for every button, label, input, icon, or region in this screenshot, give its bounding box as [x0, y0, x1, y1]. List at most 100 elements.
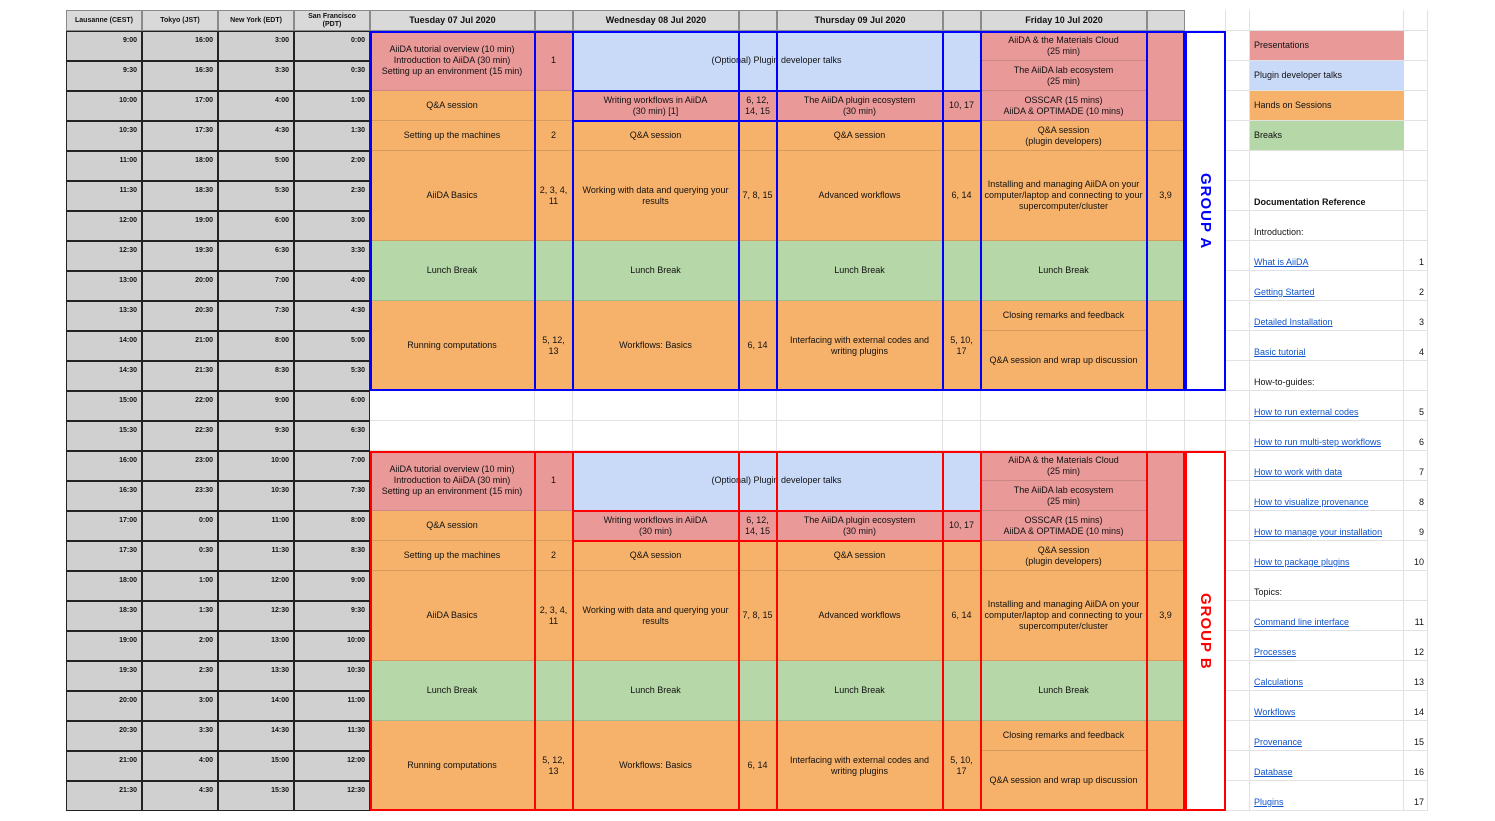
time-cell: 2:00: [142, 631, 218, 661]
session-cell: Working with data and querying your resu…: [573, 571, 739, 661]
doc-ref-number: 6: [1418, 437, 1424, 447]
doc-link[interactable]: Calculations: [1254, 677, 1304, 687]
time-cell: 19:00: [66, 631, 142, 661]
grid-cell: [1250, 151, 1404, 181]
doc-ref-cell: 6, 12, 14, 15: [739, 511, 777, 541]
time-cell: 19:30: [66, 661, 142, 691]
doc-link[interactable]: Command line interface: [1254, 617, 1350, 627]
time-cell: 5:00: [294, 331, 370, 361]
time-cell: 4:00: [294, 271, 370, 301]
doc-link[interactable]: How to run multi-step workflows: [1254, 437, 1382, 447]
time-cell: 3:30: [294, 241, 370, 271]
legend-item: Breaks: [1250, 121, 1404, 151]
time-cell: 8:30: [218, 361, 294, 391]
schedule-cell: [1147, 31, 1185, 121]
grid-cell: [1226, 181, 1250, 211]
grid-cell: [1250, 10, 1404, 31]
doc-link[interactable]: What is AiiDA: [1254, 257, 1309, 267]
grid-cell: [1404, 241, 1428, 271]
doc-link[interactable]: How to run external codes: [1254, 407, 1359, 417]
time-cell: 9:30: [294, 601, 370, 631]
time-cell: 11:30: [218, 541, 294, 571]
grid-cell: [535, 421, 573, 451]
group-separator: [738, 31, 740, 391]
grid-cell: [1226, 751, 1250, 781]
time-cell: 5:30: [294, 361, 370, 391]
doc-link[interactable]: Basic tutorial: [1254, 347, 1306, 357]
time-cell: 22:00: [142, 391, 218, 421]
grid-cell: [1185, 10, 1226, 31]
doc-link[interactable]: Plugins: [1254, 797, 1284, 807]
time-cell: 12:30: [218, 601, 294, 631]
grid-cell: [1404, 211, 1428, 241]
time-cell: 16:00: [66, 451, 142, 481]
doc-ref-number: 17: [1413, 797, 1424, 807]
doc-ref-cell: 6, 14: [943, 571, 981, 661]
time-cell: 4:30: [142, 781, 218, 811]
time-zone-header: New York (EDT): [218, 10, 294, 31]
doc-ref-number: 15: [1413, 737, 1424, 747]
time-cell: 5:00: [218, 151, 294, 181]
doc-link[interactable]: Database: [1254, 767, 1293, 777]
ref-header: [943, 10, 981, 31]
grid-cell: [1226, 631, 1250, 661]
grid-cell: [1250, 181, 1404, 211]
time-cell: 11:00: [218, 511, 294, 541]
grid-cell: [1404, 601, 1428, 631]
doc-link[interactable]: How to visualize provenance: [1254, 497, 1369, 507]
group-separator: [980, 451, 982, 811]
doc-link[interactable]: How to work with data: [1254, 467, 1343, 477]
doc-ref-number: 3: [1418, 317, 1424, 327]
time-cell: 12:00: [294, 751, 370, 781]
group-separator: [534, 451, 536, 811]
time-cell: 9:30: [66, 61, 142, 91]
grid-cell: [535, 391, 573, 421]
time-cell: 7:30: [218, 301, 294, 331]
doc-link[interactable]: Processes: [1254, 647, 1297, 657]
grid-cell: [1250, 661, 1404, 691]
session-cell: Q&A session: [370, 511, 535, 541]
session-cell: Lunch Break: [370, 241, 535, 301]
doc-link[interactable]: Provenance: [1254, 737, 1303, 747]
grid-cell: [1404, 391, 1428, 421]
time-cell: 14:30: [218, 721, 294, 751]
grid-cell: [1226, 781, 1250, 811]
doc-link[interactable]: How to package plugins: [1254, 557, 1350, 567]
time-cell: 0:30: [294, 61, 370, 91]
doc-ref-cell: 3,9: [1147, 571, 1185, 661]
time-cell: 11:30: [66, 181, 142, 211]
group-separator: [942, 451, 944, 811]
schedule-cell: [739, 541, 777, 571]
time-cell: 22:30: [142, 421, 218, 451]
time-cell: 0:30: [142, 541, 218, 571]
doc-link[interactable]: How to manage your installation: [1254, 527, 1383, 537]
time-cell: 12:00: [218, 571, 294, 601]
day-header: Thursday 09 Jul 2020: [777, 10, 943, 31]
time-cell: 14:00: [218, 691, 294, 721]
time-cell: 16:30: [142, 61, 218, 91]
doc-link[interactable]: Detailed Installation: [1254, 317, 1333, 327]
grid-cell: [1250, 541, 1404, 571]
group-border: [370, 451, 1185, 811]
time-cell: 9:00: [294, 571, 370, 601]
grid-cell: [1404, 481, 1428, 511]
grid-cell: [1226, 511, 1250, 541]
time-cell: 7:00: [218, 271, 294, 301]
time-cell: 9:30: [218, 421, 294, 451]
time-cell: 15:30: [218, 781, 294, 811]
grid-cell: [573, 421, 739, 451]
time-cell: 21:00: [66, 751, 142, 781]
time-cell: 3:00: [218, 31, 294, 61]
legend-item: Plugin developer talks: [1250, 61, 1404, 91]
doc-ref-number: 5: [1418, 407, 1424, 417]
time-cell: 1:00: [294, 91, 370, 121]
doc-link[interactable]: Getting Started: [1254, 287, 1315, 297]
doc-ref-cell: 5, 10, 17: [943, 721, 981, 811]
time-cell: 17:00: [66, 511, 142, 541]
grid-cell: [1226, 661, 1250, 691]
session-cell: OSSCAR (15 mins) AiiDA & OPTIMADE (10 mi…: [981, 511, 1147, 541]
grid-cell: [1250, 691, 1404, 721]
doc-link[interactable]: Workflows: [1254, 707, 1296, 717]
session-cell: Installing and managing AiiDA on your co…: [981, 571, 1147, 661]
time-zone-header: Tokyo (JST): [142, 10, 218, 31]
